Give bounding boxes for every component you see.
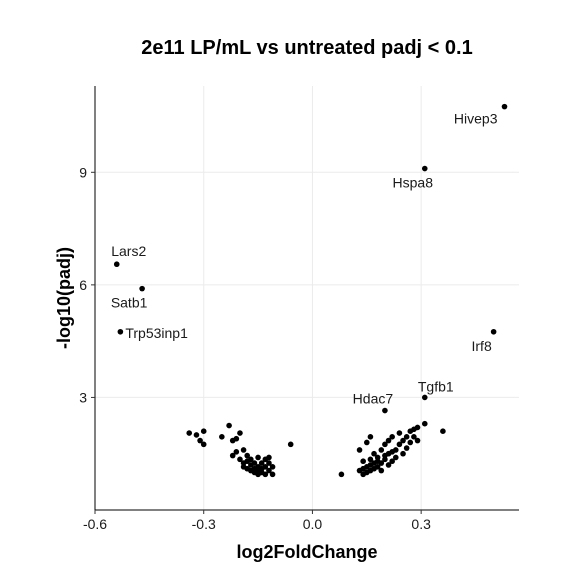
grid-lines [94,86,519,510]
data-point [262,471,269,478]
y-axis-title: -log10(padj) [54,247,74,349]
labeled-data-point [139,285,145,292]
data-point [338,471,345,478]
x-tick-label: 0.3 [411,516,431,532]
labeled-data-point [421,165,428,172]
data-point [374,464,381,470]
data-point [193,432,200,438]
data-point [382,456,388,463]
data-points [113,103,508,478]
data-point [262,464,269,470]
data-point [385,462,392,468]
x-axis-title: log2FoldChange [237,542,378,562]
point-label: Lars2 [111,243,146,259]
data-point [219,434,225,440]
data-point [266,454,272,461]
data-point [414,424,421,431]
data-point [248,456,254,463]
point-labels: Hivep3 Hspa8 Lars2 Satb1 Trp53inp1 Irf8 Tgfb1 H… [111,111,498,407]
data-point [396,441,403,448]
point-label: Hspa8 [393,175,434,191]
x-tick-label: 0.0 [303,516,323,532]
data-point [255,454,261,461]
point-label: Satb1 [111,295,148,311]
data-point [266,467,272,474]
labeled-data-point [117,328,124,335]
data-point [385,437,392,444]
data-point [226,422,232,429]
data-point [403,434,410,440]
data-point [440,428,446,435]
data-point [258,460,265,466]
x-tick-label: -0.6 [83,516,107,532]
data-point [392,447,399,453]
data-point [269,464,276,470]
data-point [378,467,385,474]
data-point [396,430,403,436]
labeled-data-point [382,407,388,414]
data-point [382,441,388,448]
y-tick-label: 3 [79,389,87,405]
data-point [367,434,374,440]
labeled-data-point [490,328,497,335]
data-point [244,452,251,459]
chart-title: 2e11 LP/mL vs untreated padj < 0.1 [141,37,472,59]
labeled-data-point [501,103,508,110]
data-point [363,439,370,446]
y-tick-label: 9 [79,164,87,180]
labeled-data-point [113,261,120,268]
data-point [367,456,374,463]
data-point [200,441,207,448]
data-point [200,428,207,435]
data-point [251,460,258,466]
data-point [378,460,385,466]
axis-ticks: -0.6 -0.3 0.0 0.3 3 6 9 [79,164,431,532]
data-point [229,452,236,459]
data-point [407,439,414,446]
data-point [360,458,366,465]
data-point [411,434,417,440]
x-tick-label: -0.3 [192,516,216,532]
data-point [266,460,272,466]
data-point [237,430,243,436]
data-point [378,447,385,453]
data-point [240,447,247,453]
labeled-data-point [421,394,428,401]
data-point [389,434,395,440]
data-point [197,437,203,444]
data-point [403,445,410,451]
data-point [371,450,377,457]
point-label: Hivep3 [454,111,498,127]
data-point [414,437,421,444]
data-point [392,454,399,461]
data-point [233,449,240,455]
data-point [269,471,276,478]
point-label: Hdac7 [353,391,394,407]
data-point [400,450,406,457]
point-label: Tgfb1 [418,378,454,394]
data-point [421,420,428,427]
y-tick-label: 6 [79,277,87,293]
data-point [389,458,395,465]
data-point [400,437,406,444]
point-label: Irf8 [472,338,492,354]
data-point [237,456,243,463]
data-point [356,447,363,453]
data-point [186,430,193,436]
data-point [287,441,294,448]
data-point [233,435,240,442]
point-label: Trp53inp1 [125,325,188,341]
